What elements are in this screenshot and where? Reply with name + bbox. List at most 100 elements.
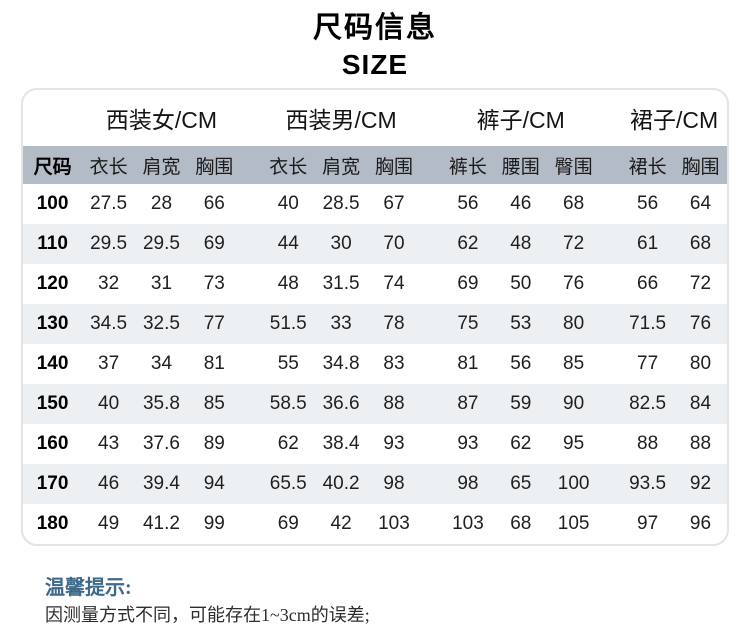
group-gap — [600, 224, 622, 264]
group-gap — [600, 264, 621, 304]
value-cell: 34 — [150, 353, 173, 374]
value-cell: 85 — [187, 384, 241, 424]
value-cell: 84 — [674, 384, 727, 424]
group-header: 裤子/CM — [476, 107, 565, 133]
value-cell: 68 — [510, 513, 532, 534]
group-gap — [241, 184, 262, 224]
column-header: 衣长 — [261, 146, 315, 184]
value-cell: 38.4 — [322, 433, 360, 454]
value-cell: 65.5 — [261, 464, 315, 504]
tips-line: 因测量方式不同，可能存在1~3cm的误差; — [45, 605, 370, 625]
value-cell: 95 — [563, 433, 585, 454]
group-gap — [240, 464, 262, 504]
group-gap — [241, 424, 262, 464]
value-cell: 49 — [98, 513, 120, 534]
group-gap — [420, 504, 441, 544]
size-cell: 110 — [23, 224, 83, 264]
size-column-header: 尺码 — [23, 146, 83, 184]
value-cell: 34.8 — [322, 353, 360, 374]
size-cell: 130 — [23, 304, 83, 344]
group-gap — [420, 384, 442, 424]
value-cell: 98 — [441, 464, 495, 504]
value-cell: 61 — [621, 224, 674, 264]
group-gap — [420, 344, 441, 384]
column-header: 裙长 — [621, 146, 674, 184]
value-cell: 31 — [150, 273, 173, 294]
table-row: 180 49 41.2 99 69 42 103 103 68 105 97 96 — [23, 504, 727, 544]
group-gap — [420, 184, 441, 224]
value-cell: 103 — [452, 513, 484, 534]
value-cell: 82.5 — [621, 384, 674, 424]
corner-cell — [23, 90, 82, 146]
value-cell: 71.5 — [621, 304, 674, 344]
value-cell: 51.5 — [261, 304, 315, 344]
group-gap — [600, 90, 621, 146]
value-cell: 88 — [689, 433, 712, 454]
group-gap — [600, 304, 622, 344]
size-chart-table: 西装女/CM 西装男/CM 裤子/CM 裙子/CM 尺码 衣长 肩宽 胸围 衣长 肩宽 胸围 裤长 腰围… — [23, 90, 727, 544]
value-cell: 46 — [82, 464, 136, 504]
tips-title: 温馨提示: — [45, 577, 132, 599]
value-cell: 94 — [187, 464, 241, 504]
value-cell: 87 — [441, 384, 495, 424]
group-gap — [241, 264, 262, 304]
value-cell: 31.5 — [322, 273, 360, 294]
size-cell: 120 — [36, 273, 69, 294]
value-cell: 69 — [457, 273, 479, 294]
value-cell: 55 — [277, 353, 299, 374]
group-gap — [420, 224, 442, 264]
table-row-column-headers: 尺码 衣长 肩宽 胸围 衣长 肩宽 胸围 裤长 腰围 臀围 裙长 胸围 — [23, 146, 727, 184]
group-gap — [600, 184, 621, 224]
value-cell: 85 — [563, 353, 585, 374]
group-gap — [600, 424, 621, 464]
table-row: 100 27.5 28 66 40 28.5 67 56 46 68 56 64 — [23, 184, 727, 224]
value-cell: 53 — [494, 304, 548, 344]
size-cell: 170 — [23, 464, 83, 504]
group-gap — [240, 304, 262, 344]
value-cell: 39.4 — [135, 464, 188, 504]
group-gap — [600, 504, 621, 544]
value-cell: 80 — [547, 304, 601, 344]
value-cell: 35.8 — [135, 384, 188, 424]
value-cell: 78 — [367, 304, 421, 344]
value-cell: 67 — [383, 193, 405, 214]
value-cell: 72 — [547, 224, 601, 264]
group-gap — [420, 424, 441, 464]
value-cell: 75 — [441, 304, 495, 344]
group-gap — [241, 504, 262, 544]
column-header: 衣长 — [82, 146, 136, 184]
value-cell: 37 — [98, 353, 120, 374]
group-gap — [241, 344, 262, 384]
value-cell: 48 — [494, 224, 548, 264]
column-header: 胸围 — [187, 146, 241, 184]
value-cell: 27.5 — [90, 193, 128, 214]
column-header: 胸围 — [674, 146, 727, 184]
value-cell: 77 — [187, 304, 241, 344]
group-gap — [240, 146, 262, 184]
value-cell: 32 — [98, 273, 120, 294]
group-header: 西装女/CM — [105, 107, 218, 133]
value-cell: 76 — [563, 273, 585, 294]
value-cell: 62 — [277, 433, 299, 454]
value-cell: 37.6 — [142, 433, 180, 454]
value-cell: 56 — [457, 193, 479, 214]
tips-section: 温馨提示: 因测量方式不同，可能存在1~3cm的误差; — [45, 576, 750, 627]
value-cell: 59 — [494, 384, 548, 424]
page-title-en: SIZE — [341, 49, 409, 80]
value-cell: 64 — [689, 193, 712, 214]
value-cell: 100 — [547, 464, 601, 504]
value-cell: 58.5 — [261, 384, 315, 424]
size-cell: 150 — [23, 384, 83, 424]
table-row: 130 34.5 32.5 77 51.5 33 78 75 53 80 71.5 76 — [23, 304, 727, 344]
value-cell: 99 — [203, 513, 225, 534]
value-cell: 40 — [82, 384, 136, 424]
value-cell: 66 — [203, 193, 225, 214]
value-cell: 69 — [277, 513, 299, 534]
value-cell: 76 — [674, 304, 727, 344]
value-cell: 29.5 — [82, 224, 136, 264]
group-gap — [420, 90, 441, 146]
column-header: 肩宽 — [135, 146, 188, 184]
value-cell: 66 — [637, 273, 659, 294]
value-cell: 93.5 — [621, 464, 674, 504]
value-cell: 68 — [674, 224, 727, 264]
